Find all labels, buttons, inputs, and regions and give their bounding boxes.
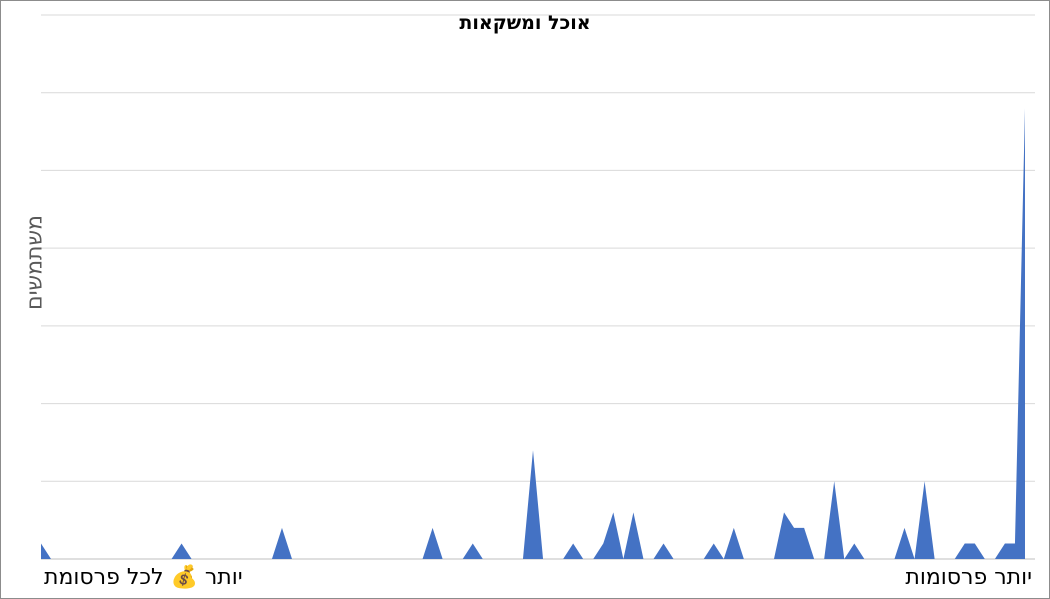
- chart-title: אוכל ומשקאות: [459, 12, 591, 34]
- x-axis-start-label: יותר 💰 לכל פרסומת: [44, 565, 243, 590]
- series-area: [41, 108, 1025, 559]
- y-axis-label: משתמשים: [22, 214, 48, 311]
- x-axis-end-label: יותר פרסומות: [905, 565, 1032, 590]
- gridlines: [41, 14, 1035, 560]
